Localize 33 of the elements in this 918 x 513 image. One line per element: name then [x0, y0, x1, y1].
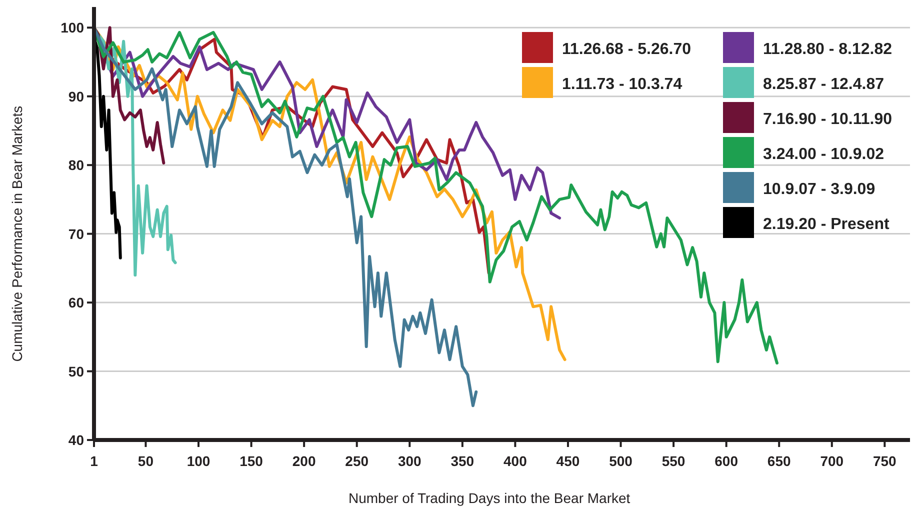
x-tick-label: 550 [662, 453, 686, 469]
y-tick-label: 90 [68, 88, 84, 104]
x-tick-label: 250 [345, 453, 369, 469]
x-tick-label: 700 [820, 453, 844, 469]
y-tick-label: 40 [68, 432, 84, 448]
x-tick-label: 450 [556, 453, 580, 469]
x-tick-label: 650 [767, 453, 791, 469]
x-tick-label: 750 [872, 453, 897, 469]
legend-label: 7.16.90 - 10.11.90 [763, 111, 892, 128]
x-tick-label: 350 [450, 453, 474, 469]
legend-label: 11.28.80 - 8.12.82 [763, 41, 892, 58]
y-tick-label: 100 [60, 20, 84, 36]
x-tick-label: 300 [398, 453, 422, 469]
x-tick-label: 600 [714, 453, 738, 469]
y-tick-label: 60 [68, 294, 84, 311]
x-tick-label: 200 [292, 453, 316, 469]
y-tick-label: 80 [68, 157, 84, 174]
legend-label: 3.24.00 - 10.9.02 [763, 146, 884, 163]
y-tick-label: 50 [68, 363, 84, 380]
legend-label: 2.19.20 - Present [763, 216, 890, 233]
x-tick-label: 50 [138, 453, 154, 469]
x-tick-label: 400 [504, 453, 528, 469]
y-tick-label: 70 [68, 226, 84, 242]
legend-label: 1.11.73 - 10.3.74 [562, 76, 682, 93]
legend-label: 8.25.87 - 12.4.87 [763, 76, 884, 93]
legend-label: 10.9.07 - 3.9.09 [763, 181, 876, 198]
y-axis-title: Cumulative Performance in Bear Markets [9, 106, 25, 362]
legend-label: 11.26.68 - 5.26.70 [562, 41, 692, 58]
x-tick-label: 100 [186, 453, 210, 469]
x-axis-title: Number of Trading Days into the Bear Market [348, 490, 630, 506]
x-tick-label: 1 [90, 453, 98, 469]
x-tick-label: 150 [240, 453, 264, 469]
x-tick-label: 500 [609, 453, 633, 469]
